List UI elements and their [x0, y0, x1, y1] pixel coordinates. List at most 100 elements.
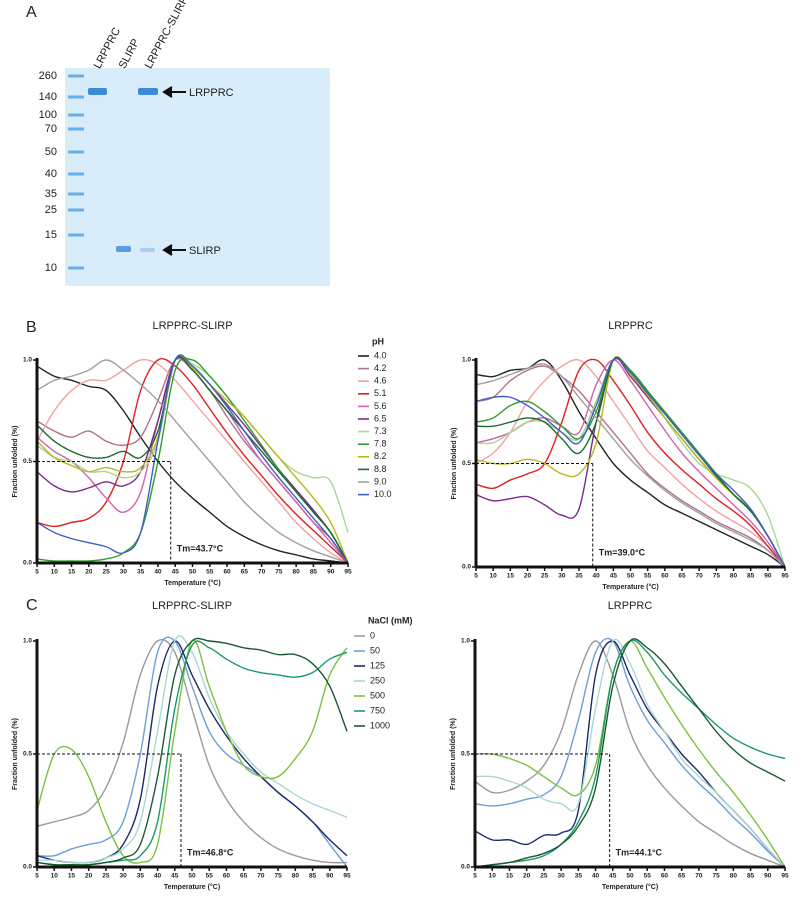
ladder-band — [68, 192, 84, 196]
y-tick-label: 0.0 — [23, 560, 32, 567]
x-tick-label: 85 — [747, 873, 755, 880]
line-series — [36, 357, 349, 564]
x-tick-label: 40 — [593, 573, 601, 580]
x-tick-label: 60 — [661, 573, 669, 580]
y-tick-label: 1.0 — [23, 638, 32, 645]
x-tick-label: 70 — [258, 569, 266, 576]
line-series — [474, 638, 786, 868]
x-tick-label: 90 — [764, 573, 772, 580]
band-label: SLIRP — [189, 245, 221, 257]
line-series — [475, 356, 786, 568]
x-tick-label: 85 — [747, 573, 755, 580]
band-label: LRPPRC — [189, 87, 234, 99]
y-tick-label: 0.5 — [461, 751, 470, 758]
legend-label: 6.5 — [374, 413, 387, 423]
x-tick-label: 25 — [541, 573, 549, 580]
line-series — [36, 354, 349, 533]
x-tick-label: 60 — [223, 569, 231, 576]
x-tick-label: 85 — [310, 569, 318, 576]
panel-label: A — [26, 4, 37, 21]
legend-label: 7.3 — [374, 426, 387, 436]
x-tick-label: 20 — [85, 569, 93, 576]
x-tick-label: 50 — [626, 873, 634, 880]
x-tick-label: 85 — [309, 873, 317, 880]
legend-label: 750 — [370, 705, 385, 715]
x-tick-label: 70 — [257, 873, 265, 880]
panel-label: B — [26, 319, 37, 336]
x-tick-label: 50 — [188, 873, 196, 880]
x-tick-label: 45 — [609, 873, 617, 880]
x-tick-label: 35 — [137, 569, 145, 576]
chart: LRPPRC-SLIRP 0.0 0.5 1.0 5 10 15 20 25 30 35 40 45 50… — [12, 320, 392, 587]
x-tick-label: 90 — [327, 569, 335, 576]
line-series — [36, 635, 348, 864]
legend-label: 10.0 — [374, 489, 392, 499]
tm-annotation: Tm=46.8°C — [187, 847, 234, 857]
ladder-band — [68, 127, 84, 131]
x-axis-label: Temperature (°C) — [602, 583, 658, 591]
x-tick-label: 70 — [696, 573, 704, 580]
x-tick-label: 50 — [627, 573, 635, 580]
x-tick-label: 5 — [474, 573, 478, 580]
x-tick-label: 35 — [137, 873, 145, 880]
legend-label: 5.6 — [374, 401, 387, 411]
y-tick-label: 0.0 — [461, 864, 470, 871]
x-tick-label: 15 — [506, 873, 514, 880]
x-tick-label: 25 — [102, 873, 110, 880]
x-tick-label: 45 — [171, 873, 179, 880]
x-tick-label: 15 — [507, 573, 515, 580]
line-series — [36, 354, 349, 564]
ladder-band — [68, 95, 84, 99]
line-series — [36, 639, 348, 864]
y-tick-label: 1.0 — [462, 357, 471, 364]
legend-title: NaCl (mM) — [368, 615, 413, 625]
x-tick-label: 75 — [713, 573, 721, 580]
gel: LRPPRC SLIRP LRPPRC-SLIRP LRPPRC SLIRP 2… — [39, 0, 330, 286]
x-tick-label: 95 — [781, 873, 789, 880]
x-tick-label: 20 — [523, 873, 531, 880]
legend-label: 5.1 — [374, 388, 387, 398]
x-tick-label: 45 — [610, 573, 618, 580]
legend-label: 8.2 — [374, 451, 387, 461]
x-tick-label: 80 — [293, 569, 301, 576]
y-tick-label: 1.0 — [23, 357, 32, 364]
x-tick-label: 60 — [661, 873, 669, 880]
y-tick-label: 0.5 — [23, 751, 32, 758]
line-series — [474, 638, 786, 868]
x-tick-label: 5 — [473, 873, 477, 880]
line-series — [36, 358, 349, 564]
lane-label: SLIRP — [117, 37, 143, 71]
x-tick-label: 10 — [51, 569, 59, 576]
x-tick-label: 40 — [154, 569, 162, 576]
x-tick-label: 55 — [206, 873, 214, 880]
x-tick-label: 65 — [241, 569, 249, 576]
x-tick-label: 30 — [557, 873, 565, 880]
ladder-label: 50 — [45, 146, 57, 158]
chart: LRPPRC 0.0 0.5 1.0 5 10 15 20 25 30 35 40 45 50 55 60 65… — [451, 320, 789, 591]
line-series — [36, 355, 349, 564]
chart-title: LRPPRC — [608, 320, 653, 332]
x-tick-label: 95 — [343, 873, 351, 880]
line-series — [475, 365, 786, 568]
x-tick-label: 75 — [712, 873, 720, 880]
legend-label: 0 — [370, 630, 375, 640]
ladder-label: 10 — [45, 262, 57, 274]
line-series — [36, 638, 348, 864]
chart: LRPPRC-SLIRP 0.0 0.5 1.0 5 10 15 20 25 30 35 40 45 50… — [12, 600, 413, 891]
line-series — [475, 357, 786, 568]
x-tick-label: 45 — [172, 569, 180, 576]
x-tick-label: 55 — [644, 573, 652, 580]
y-axis-label: Fraction unfolded (%) — [450, 718, 457, 790]
x-tick-label: 40 — [592, 873, 600, 880]
ladder-band — [68, 74, 84, 78]
line-series — [36, 355, 349, 564]
y-axis-label: Fraction unfolded (%) — [12, 426, 19, 498]
line-series — [474, 640, 786, 868]
chart: LRPPRC 0.0 0.5 1.0 5 10 15 20 25 30 35 40 45 50 55 60 65… — [450, 600, 789, 891]
ladder-band — [68, 113, 84, 117]
legend-label: 1000 — [370, 720, 390, 730]
tm-annotation: Tm=43.7°C — [177, 543, 224, 553]
lane-label: LRPPRC-SLIRP — [143, 0, 191, 71]
x-tick-label: 75 — [275, 569, 283, 576]
